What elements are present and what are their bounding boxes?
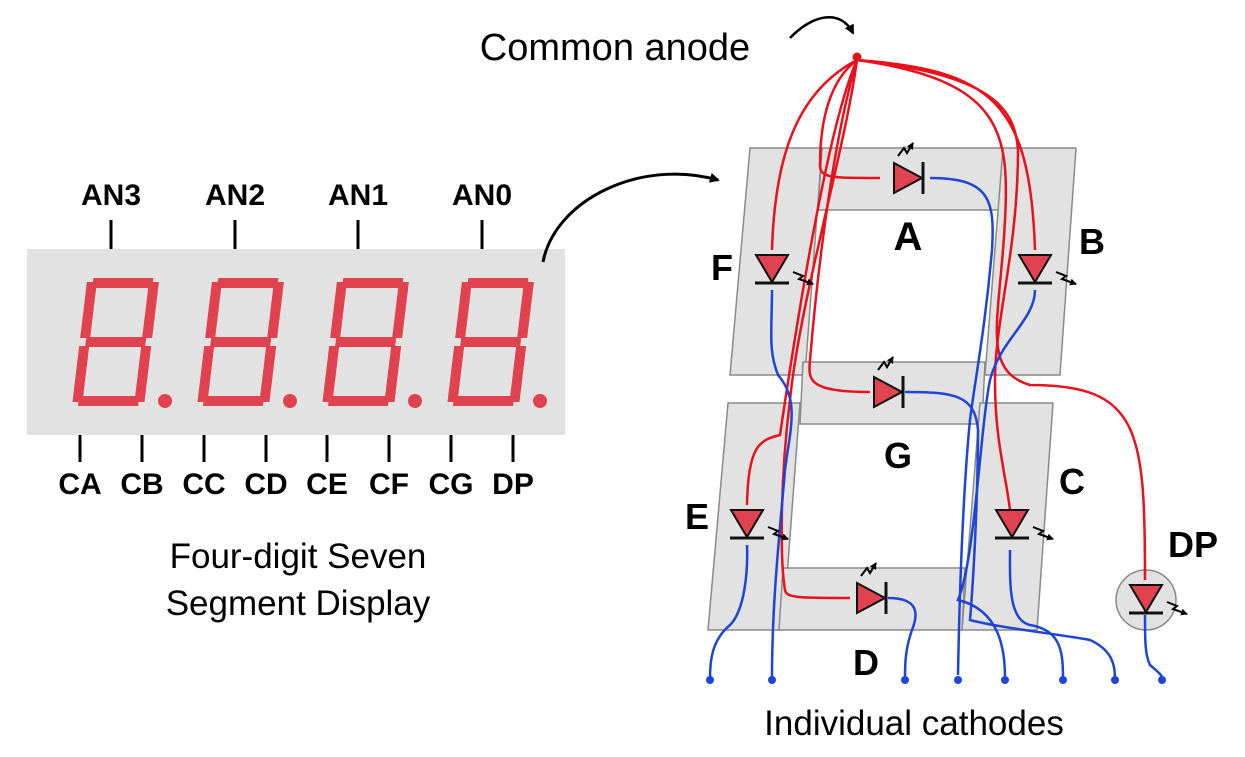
cathode-terminal-dot [768, 676, 776, 684]
seg-dp [533, 394, 547, 408]
seg-e [197, 346, 215, 402]
cathode-terminal-dot [706, 676, 714, 684]
cathode-pin-label: CC [182, 468, 225, 501]
anode-pin-label: AN1 [328, 179, 388, 212]
cathode-terminal-dot [1001, 676, 1009, 684]
seg-d [78, 396, 140, 406]
segment-label-b: B [1079, 221, 1105, 262]
cathode-terminal-dot [954, 676, 962, 684]
anode-pins: AN3 AN2 AN1 AN0 [81, 179, 512, 249]
cathode-pin-label: DP [492, 468, 534, 501]
anode-wires [745, 58, 1147, 600]
seg-c [384, 346, 402, 402]
common-anode-label: Common anode [480, 27, 750, 69]
zoom-arrow [541, 172, 720, 263]
seg-f [455, 282, 472, 338]
seg-a [342, 278, 404, 288]
cathode-terminal-dot [901, 676, 909, 684]
seg-f [80, 282, 97, 338]
cathode-pins: CA CB CC CD CE CF CG DP [58, 435, 534, 501]
cathode-pin-label: CG [429, 468, 474, 501]
anode-pin-label: AN0 [452, 179, 512, 212]
seg-e [322, 346, 340, 402]
cathode-pin-label: CE [306, 468, 348, 501]
seg-b [142, 282, 159, 338]
cathode-terminal-dot [1158, 676, 1166, 684]
seg-a [467, 278, 529, 288]
seg-dp [158, 394, 172, 408]
seg-f [205, 282, 222, 338]
seg-e [72, 346, 90, 402]
cathode-pin-label: CF [369, 468, 409, 501]
seg-c [509, 346, 527, 402]
seg-g [210, 337, 272, 347]
anode-pin-label: AN2 [205, 179, 265, 212]
cathode-wires [708, 176, 1164, 679]
cathode-pin-label: CD [244, 468, 287, 501]
seg-b [267, 282, 284, 338]
display-caption-line1: Four-digit Seven [170, 537, 427, 576]
common-anode-node [852, 52, 862, 62]
digit-0 [447, 278, 547, 408]
seg-c [134, 346, 152, 402]
four-digit-display: AN3 AN2 AN1 AN0 CA CB CC CD CE CF CG DP Four-digit… [27, 179, 565, 623]
cathode-terminals [706, 676, 1166, 684]
seg-g [460, 337, 522, 347]
digit-3 [72, 278, 172, 408]
seg-dp [408, 394, 422, 408]
seg-b [517, 282, 534, 338]
segment-label-dp: DP [1168, 524, 1218, 565]
segment-labels: A B C D E F G DP [685, 215, 1218, 683]
seg-e [447, 346, 465, 402]
seg-dp [283, 394, 297, 408]
seg-d [328, 396, 390, 406]
common-anode-arrow [789, 16, 855, 39]
segment-schematic: A B C D E F G DP Common anode Individual… [480, 16, 1218, 743]
seg-d [203, 396, 265, 406]
digit-2 [197, 278, 297, 408]
emission-arrows [767, 142, 1188, 616]
cathode-pin-label: CB [120, 468, 163, 501]
seg-d [453, 396, 515, 406]
segment-label-g: G [884, 435, 912, 476]
seg-c [259, 346, 277, 402]
segment-label-e: E [685, 496, 709, 537]
cathode-terminal-dot [1059, 676, 1067, 684]
seg-g [85, 337, 147, 347]
anode-pin-label: AN3 [81, 179, 141, 212]
display-caption-line2: Segment Display [166, 584, 431, 623]
cathode-pin-label: CA [58, 468, 101, 501]
seg-a [92, 278, 154, 288]
seg-f [330, 282, 347, 338]
digit-1 [322, 278, 422, 408]
segment-label-a: A [894, 215, 923, 259]
segment-label-c: C [1059, 461, 1085, 502]
segment-label-f: F [711, 247, 733, 288]
individual-cathodes-label: Individual cathodes [764, 704, 1064, 743]
segment-label-d: D [853, 642, 879, 683]
seg-a [217, 278, 279, 288]
display-digits [72, 278, 547, 408]
seg-b [392, 282, 409, 338]
seg-g [335, 337, 397, 347]
cathode-terminal-dot [1111, 676, 1119, 684]
